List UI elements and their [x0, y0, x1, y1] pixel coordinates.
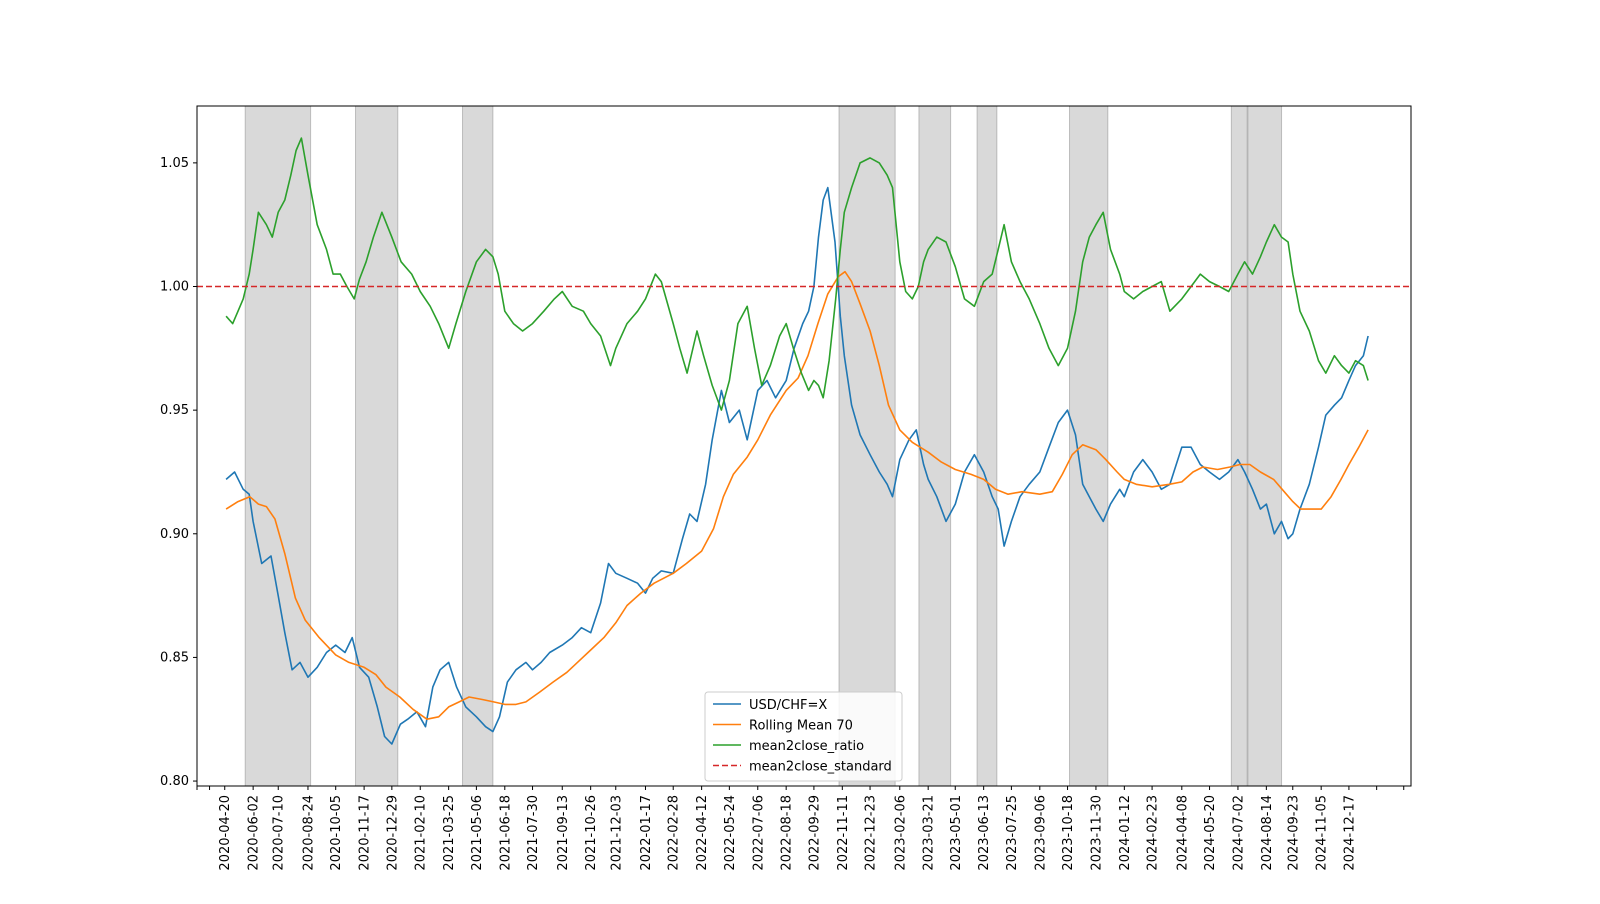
shaded-period — [838, 105, 896, 787]
x-tick-label: 2023-05-01 — [949, 795, 964, 871]
x-tick-label: 2022-02-28 — [667, 795, 682, 871]
x-tick-label: 2022-07-06 — [751, 795, 766, 871]
x-tick-label: 2021-03-25 — [442, 795, 457, 871]
x-tick-label: 2021-12-03 — [609, 795, 624, 871]
x-tick-label: 2020-11-17 — [358, 795, 373, 871]
legend-label: mean2close_standard — [749, 760, 892, 775]
x-tick-label: 2024-04-08 — [1175, 795, 1190, 871]
x-tick-label: 2024-09-23 — [1286, 795, 1301, 871]
y-tick-label: 0.95 — [160, 403, 189, 418]
x-tick-label: 2023-06-13 — [977, 795, 992, 871]
shaded-period — [462, 105, 494, 787]
y-tick-label: 0.90 — [160, 527, 189, 542]
x-tick-label: 2020-10-05 — [329, 795, 344, 871]
x-tick-label: 2022-04-12 — [695, 795, 710, 871]
x-tick-label: 2024-12-17 — [1342, 795, 1357, 871]
x-tick-label: 2021-07-30 — [526, 795, 541, 871]
x-tick-label: 2024-07-02 — [1231, 795, 1246, 871]
x-tick-label: 2024-05-20 — [1203, 795, 1218, 871]
x-tick-label: 2023-02-06 — [893, 795, 908, 871]
y-axis: 0.80 0.85 0.90 0.95 1.00 1.05 — [160, 156, 197, 789]
x-tick-label: 2022-09-29 — [807, 795, 822, 871]
x-tick-label: 2024-08-14 — [1260, 795, 1275, 871]
x-tick-label: 2022-12-23 — [864, 795, 879, 871]
x-tick-label: 2024-01-12 — [1118, 795, 1133, 871]
shaded-period — [976, 105, 998, 787]
plot-area — [197, 137, 1411, 745]
x-tick-label: 2021-09-13 — [556, 795, 571, 871]
x-axis: 2020-04-20 2020-06-02 2020-07-10 2020-08-24… — [196, 786, 1405, 871]
series-line-2 — [225, 137, 1369, 411]
y-tick-label: 1.00 — [160, 280, 189, 295]
legend-label: mean2close_ratio — [749, 739, 864, 754]
legend: USD/CHF=X Rolling Mean 70 mean2close_ratio… — [704, 691, 903, 782]
x-tick-label: 2020-06-02 — [247, 795, 262, 871]
x-tick-label: 2022-11-11 — [836, 795, 851, 871]
y-tick-label: 1.05 — [160, 156, 189, 171]
shaded-period — [1247, 105, 1283, 787]
x-tick-label: 2023-11-30 — [1089, 795, 1104, 871]
x-tick-label: 2021-10-26 — [584, 795, 599, 871]
shaded-period — [244, 105, 312, 787]
x-tick-label: 2020-04-20 — [218, 795, 233, 871]
axes-frame — [196, 105, 1412, 787]
x-tick-label: 2020-12-29 — [385, 795, 400, 871]
shaded-period — [1230, 105, 1248, 787]
x-tick-label: 2022-08-18 — [780, 795, 795, 871]
series-line-1 — [225, 270, 1369, 720]
x-tick-label: 2021-05-06 — [470, 795, 485, 871]
x-tick-label: 2022-01-17 — [639, 795, 654, 871]
x-tick-label: 2022-05-24 — [723, 795, 738, 871]
x-tick-label: 2024-11-05 — [1315, 795, 1330, 871]
x-tick-label: 2023-10-18 — [1061, 795, 1076, 871]
shaded-period — [918, 105, 952, 787]
x-tick-label: 2020-08-24 — [301, 795, 316, 871]
x-tick-label: 2021-02-10 — [414, 795, 429, 871]
x-tick-label: 2023-09-06 — [1033, 795, 1048, 871]
legend-label: Rolling Mean 70 — [749, 719, 853, 734]
x-tick-label: 2023-03-21 — [922, 795, 937, 871]
shaded-period — [355, 105, 399, 787]
x-tick-label: 2024-02-23 — [1146, 795, 1161, 871]
legend-label: USD/CHF=X — [749, 698, 827, 713]
x-tick-label: 2023-07-25 — [1005, 795, 1020, 871]
x-tick-label: 2021-06-18 — [498, 795, 513, 871]
shaded-periods — [244, 105, 1283, 787]
shaded-period — [1069, 105, 1109, 787]
y-tick-label: 0.85 — [160, 650, 189, 665]
x-tick-label: 2020-07-10 — [272, 795, 287, 871]
y-tick-label: 0.80 — [160, 774, 189, 789]
legend-box — [704, 691, 903, 782]
series-line-0 — [225, 186, 1369, 745]
